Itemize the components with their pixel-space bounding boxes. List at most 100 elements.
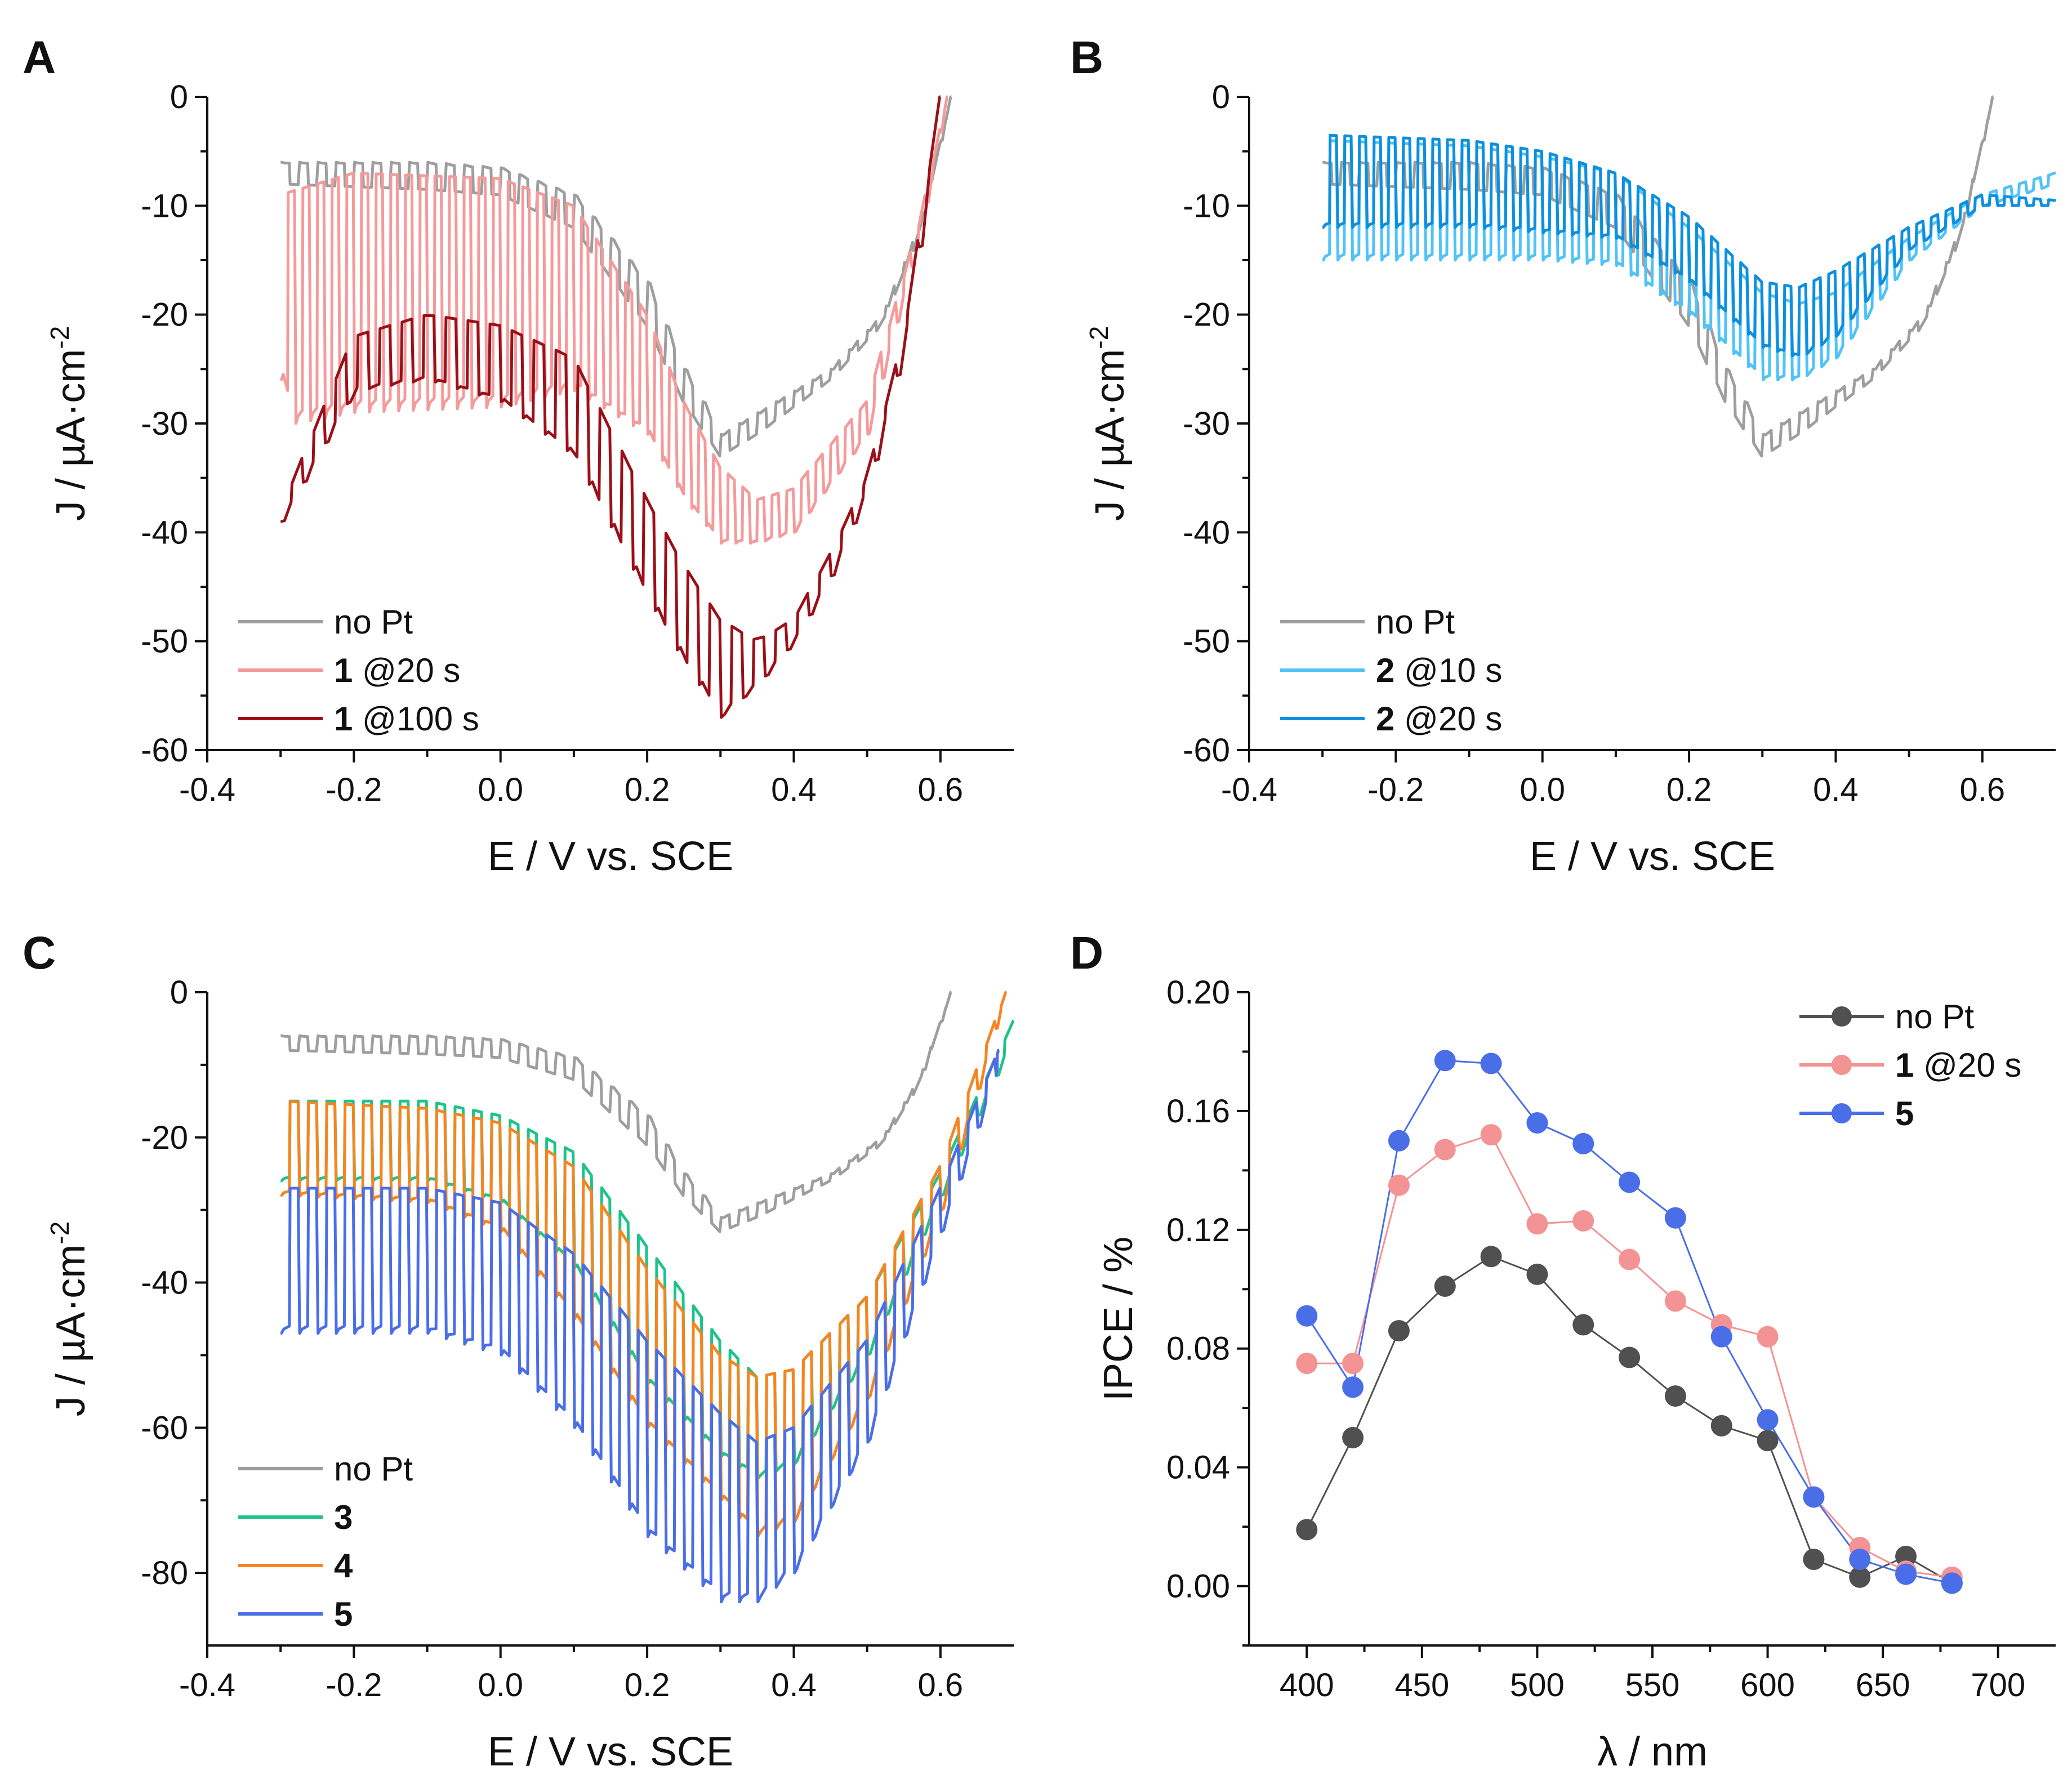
data-point — [1757, 1409, 1779, 1431]
y-tick-label: -20 — [1183, 297, 1230, 333]
legend-label: 2 @10 s — [1376, 652, 1502, 689]
y-tick-label: 0.04 — [1166, 1450, 1230, 1486]
y-tick-label: 0.00 — [1166, 1568, 1230, 1605]
series-line — [280, 991, 952, 1233]
legend-label: 4 — [334, 1547, 353, 1585]
x-tick-label: 450 — [1394, 1667, 1449, 1703]
x-tick-label: -0.4 — [179, 1667, 235, 1703]
data-point — [1296, 1353, 1318, 1375]
legend-label: 2 @20 s — [1376, 700, 1502, 738]
y-tick-label: 0.12 — [1166, 1212, 1230, 1248]
series-line — [280, 95, 941, 719]
x-tick-label: 0.2 — [625, 771, 670, 808]
data-point — [1572, 1314, 1594, 1336]
data-point — [1342, 1426, 1364, 1448]
x-tick-label: 500 — [1510, 1667, 1565, 1703]
x-tick-label: 0.4 — [771, 771, 817, 808]
y-tick-label: -20 — [141, 1120, 188, 1156]
x-tick-label: -0.2 — [326, 1667, 382, 1703]
panel-d: 400 450 500 550 600 650 700 0.00 0.04 0.08 0.12 0.1… — [1070, 927, 2056, 1774]
series-line — [280, 1049, 1000, 1604]
y-tick-label: 0 — [170, 974, 188, 1011]
data-point — [1526, 1263, 1548, 1285]
legend-label: no Pt — [1376, 603, 1455, 641]
series-line — [1305, 1255, 1953, 1584]
series-line — [1322, 133, 2057, 358]
legend-marker — [1832, 1055, 1852, 1075]
y-tick-label: -60 — [141, 732, 188, 769]
x-tick-label: 0.6 — [1959, 771, 2005, 808]
y-tick-label: -40 — [141, 514, 188, 551]
data-point — [1849, 1549, 1871, 1571]
legend-label: 5 — [334, 1595, 353, 1633]
data-point — [1388, 1174, 1410, 1196]
data-point — [1803, 1486, 1825, 1508]
data-point — [1619, 1248, 1641, 1270]
data-point — [1434, 1275, 1456, 1297]
x-tick-label: -0.2 — [1367, 771, 1424, 808]
x-axis-title: E / V vs. SCE — [1530, 834, 1775, 879]
x-tick-label: 550 — [1625, 1667, 1680, 1703]
data-point — [1388, 1320, 1410, 1342]
x-tick-label: 0.0 — [1520, 771, 1565, 808]
y-tick-label: 0.08 — [1166, 1331, 1230, 1367]
y-tick-label: -10 — [1183, 188, 1230, 224]
data-point — [1757, 1326, 1779, 1348]
x-tick-label: 600 — [1740, 1667, 1795, 1703]
plot-area — [280, 991, 1015, 1604]
data-point — [1434, 1139, 1456, 1161]
data-point — [1941, 1572, 1963, 1594]
legend-label: 1 @20 s — [334, 652, 460, 689]
y-axis-title: IPCE / % — [1096, 1237, 1141, 1401]
data-point — [1388, 1130, 1410, 1152]
data-point — [1480, 1052, 1502, 1074]
x-tick-label: 0.2 — [1666, 771, 1712, 808]
data-point — [1572, 1132, 1594, 1154]
y-tick-label: -40 — [141, 1265, 188, 1301]
series-line — [280, 95, 952, 458]
panel-letter: A — [23, 32, 56, 83]
x-tick-label: 0.4 — [771, 1667, 817, 1703]
data-point — [1803, 1549, 1825, 1571]
legend-label: 1 @100 s — [334, 700, 479, 738]
data-point — [1480, 1246, 1502, 1268]
data-point — [1895, 1563, 1917, 1585]
x-tick-label: 700 — [1971, 1667, 2025, 1703]
data-point — [1619, 1171, 1641, 1193]
plot-area — [280, 95, 952, 719]
data-point — [1572, 1210, 1594, 1232]
y-tick-label: -10 — [141, 188, 188, 224]
legend-marker — [1832, 1006, 1852, 1027]
data-point — [1480, 1124, 1502, 1146]
panel-letter: D — [1070, 927, 1103, 979]
legend-label: no Pt — [334, 1450, 413, 1488]
y-tick-label: 0.20 — [1166, 974, 1230, 1011]
data-point — [1526, 1213, 1548, 1235]
panel-a: -0.4 -0.2 0.0 0.2 0.4 0.6 0 -10 -20 -30 -40 -50 -60 E… — [23, 32, 1014, 879]
y-axis-title: J / µA·cm-2 — [45, 1221, 93, 1416]
x-tick-label: 0.4 — [1813, 771, 1859, 808]
x-tick-label: 0.6 — [917, 771, 963, 808]
x-tick-label: 0.2 — [625, 1667, 670, 1703]
data-point — [1342, 1353, 1364, 1375]
x-axis-title: E / V vs. SCE — [488, 834, 733, 879]
y-tick-label: 0 — [1212, 79, 1230, 115]
y-tick-label: -30 — [1183, 405, 1230, 442]
legend-label: no Pt — [1895, 998, 1974, 1036]
data-point — [1296, 1519, 1318, 1541]
legend-marker — [1832, 1103, 1852, 1123]
data-point — [1710, 1326, 1732, 1348]
data-point — [1342, 1376, 1364, 1398]
legend-label: 1 @20 s — [1895, 1046, 2021, 1084]
y-tick-label: -40 — [1183, 514, 1230, 551]
series-line — [280, 95, 948, 545]
x-tick-label: 400 — [1280, 1667, 1334, 1703]
y-tick-label: -60 — [1183, 732, 1230, 769]
x-tick-label: 0.0 — [478, 1667, 523, 1703]
data-point — [1710, 1415, 1732, 1437]
data-point — [1526, 1112, 1548, 1134]
y-tick-label: 0.16 — [1166, 1093, 1230, 1130]
data-point — [1434, 1050, 1456, 1072]
x-tick-label: 0.6 — [917, 1667, 963, 1703]
